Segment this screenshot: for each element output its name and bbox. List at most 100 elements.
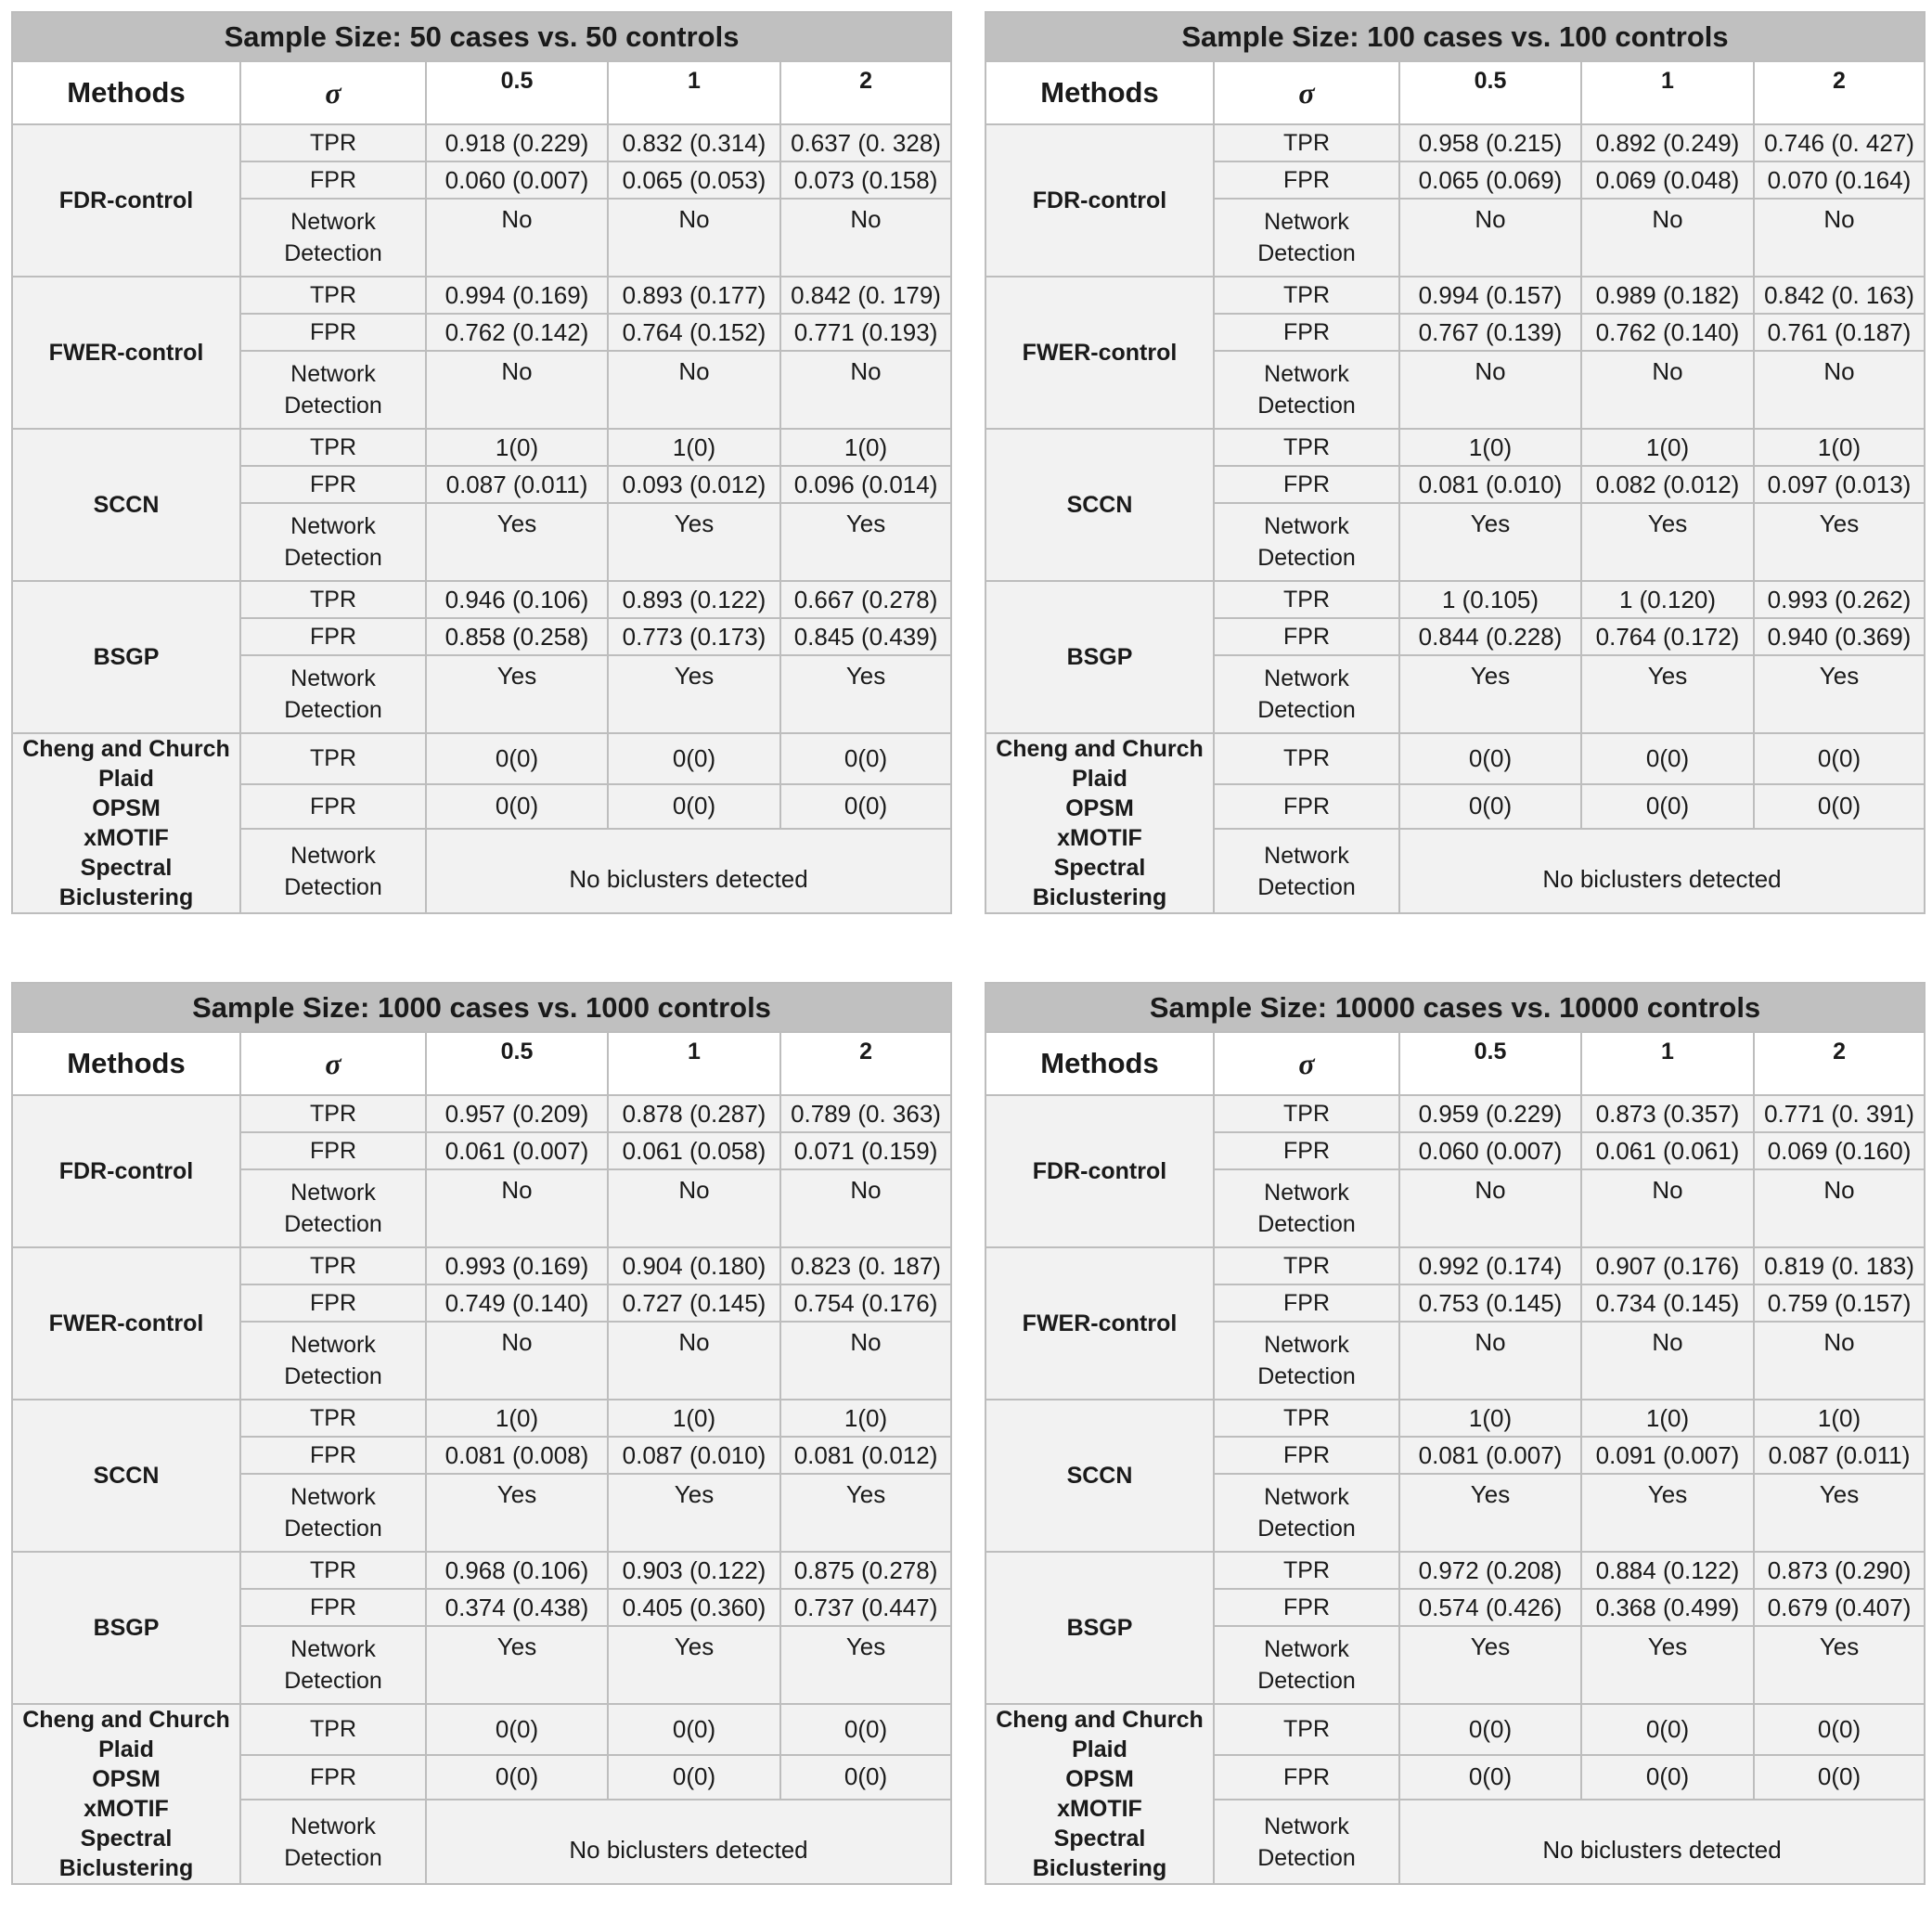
tpr-label: TPR <box>1213 732 1400 785</box>
tpr-value: 0(0) <box>779 732 953 785</box>
fpr-value: 0.082 (0.012) <box>1580 465 1755 504</box>
tpr-value: 0.746 (0. 427) <box>1752 123 1926 162</box>
method-name: SCCN <box>11 428 241 582</box>
tpr-value: 0(0) <box>1580 1703 1755 1756</box>
tpr-value: 1(0) <box>607 428 781 467</box>
sigma-value-header: 2 <box>1752 60 1926 125</box>
network-detection-label: Network Detection <box>1213 198 1400 277</box>
table-row: Network Detection Yes Yes Yes <box>12 1625 953 1705</box>
tpr-value: 1 (0.120) <box>1580 580 1755 619</box>
network-detection-value: No <box>779 198 953 277</box>
tpr-value: 0(0) <box>607 732 781 785</box>
tpr-value: 0.993 (0.262) <box>1752 580 1926 619</box>
table-row: FWER-control TPR 0.994 (0.169) 0.893 (0.177… <box>11 276 953 430</box>
tpr-value: 1(0) <box>1752 1399 1926 1438</box>
network-detection-label-line1: Network <box>290 1813 376 1839</box>
fpr-label: FPR <box>1213 1753 1400 1801</box>
results-table: Sample Size: 50 cases vs. 50 controls Met… <box>10 11 953 914</box>
tpr-label: TPR <box>1213 1399 1400 1438</box>
network-detection-value: No <box>1752 1321 1926 1400</box>
table-row: Cheng and Church Plaid OPSM xMOTIF Spectral … <box>985 732 1926 914</box>
table-title: Sample Size: 1000 cases vs. 1000 control… <box>10 982 953 1033</box>
other-method-name: xMOTIF <box>1057 1796 1142 1822</box>
other-method-name: Cheng and Church <box>996 736 1204 762</box>
network-detection-label-line1: Network <box>1264 1813 1349 1839</box>
network-detection-value: No <box>1752 198 1926 277</box>
table-row: Network Detection Yes Yes Yes <box>12 502 953 582</box>
fpr-value: 0.767 (0.139) <box>1398 313 1582 352</box>
other-method-name: xMOTIF <box>84 825 169 851</box>
tpr-label: TPR <box>1213 276 1400 315</box>
tpr-value: 0.957 (0.209) <box>425 1094 609 1133</box>
fpr-label: FPR <box>1213 1588 1400 1627</box>
table-row: FPR 0.087 (0.011) 0.093 (0.012) 0.096 (0.01… <box>12 465 953 504</box>
tpr-value: 1(0) <box>1580 1399 1755 1438</box>
network-detection-label-line1: Network <box>1264 665 1349 691</box>
tpr-value: 0.771 (0. 391) <box>1752 1094 1926 1133</box>
fpr-label: FPR <box>1213 1131 1400 1170</box>
method-name: BSGP <box>11 1551 241 1705</box>
method-name: FDR-control <box>985 123 1215 277</box>
other-method-name: Spectral Biclustering <box>1032 855 1167 910</box>
table-row: Network Detection No biclusters detected <box>12 1799 953 1885</box>
tpr-value: 0.993 (0.169) <box>425 1246 609 1285</box>
table-row: BSGP TPR 1 (0.105) 1 (0.120) 0.993 (0.262) <box>985 580 1926 734</box>
network-detection-value: Yes <box>1398 502 1582 582</box>
method-name: SCCN <box>985 1399 1215 1553</box>
table-row: FPR 0.753 (0.145) 0.734 (0.145) 0.759 (0.15… <box>985 1284 1926 1323</box>
fpr-value: 0.771 (0.193) <box>779 313 953 352</box>
network-detection-value: No <box>1398 1168 1582 1248</box>
table-row: FDR-control TPR 0.958 (0.215) 0.892 (0.249)… <box>985 123 1926 277</box>
network-detection-value: No <box>779 350 953 430</box>
fpr-value: 0.060 (0.007) <box>425 161 609 200</box>
network-detection-value: Yes <box>1398 654 1582 734</box>
fpr-label: FPR <box>239 161 427 200</box>
sigma-value-header: 1 <box>607 1031 781 1096</box>
fpr-value: 0.679 (0.407) <box>1752 1588 1926 1627</box>
network-detection-value: Yes <box>607 654 781 734</box>
network-detection-value: Yes <box>1752 654 1926 734</box>
fpr-value: 0(0) <box>1752 1753 1926 1801</box>
fpr-value: 0(0) <box>1580 1753 1755 1801</box>
fpr-value: 0(0) <box>607 1753 781 1801</box>
fpr-value: 0.065 (0.053) <box>607 161 781 200</box>
network-detection-label-line2: Detection <box>284 1844 382 1871</box>
table-row: FPR 0.762 (0.142) 0.764 (0.152) 0.771 (0.19… <box>12 313 953 352</box>
network-detection-value: Yes <box>425 1625 609 1705</box>
table-title: Sample Size: 50 cases vs. 50 controls <box>10 11 953 62</box>
tpr-value: 0.994 (0.169) <box>425 276 609 315</box>
title-row: Sample Size: 1000 cases vs. 1000 control… <box>10 982 953 1033</box>
title-row: Sample Size: 50 cases vs. 50 controls <box>10 11 953 62</box>
tpr-label: TPR <box>239 276 427 315</box>
fpr-label: FPR <box>1213 313 1400 352</box>
tpr-value: 0.892 (0.249) <box>1580 123 1755 162</box>
network-detection-label-line1: Network <box>290 842 376 869</box>
tpr-value: 1(0) <box>1580 428 1755 467</box>
fpr-value: 0.759 (0.157) <box>1752 1284 1926 1323</box>
sigma-value-header: 2 <box>779 60 953 125</box>
sigma-header: σ <box>239 60 427 125</box>
network-detection-label-line1: Network <box>290 1332 376 1358</box>
network-detection-value: No <box>1580 1168 1755 1248</box>
fpr-label: FPR <box>239 1131 427 1170</box>
table-title: Sample Size: 100 cases vs. 100 controls <box>984 11 1926 62</box>
network-detection-label-line2: Detection <box>284 1516 382 1542</box>
table-row: Network Detection Yes Yes Yes <box>12 654 953 734</box>
table-row: Network Detection No No No <box>985 198 1926 277</box>
network-detection-label: Network Detection <box>1213 1625 1400 1705</box>
network-detection-value: No <box>607 198 781 277</box>
network-detection-label-line1: Network <box>290 1180 376 1206</box>
table-row: FPR 0.081 (0.008) 0.087 (0.010) 0.081 (0.01… <box>12 1436 953 1475</box>
other-method-name: Spectral Biclustering <box>58 855 194 910</box>
network-detection-label-line2: Detection <box>1257 393 1356 419</box>
tpr-value: 0.667 (0.278) <box>779 580 953 619</box>
fpr-value: 0(0) <box>779 782 953 831</box>
tpr-value: 0.903 (0.122) <box>607 1551 781 1590</box>
method-name: FDR-control <box>985 1094 1215 1248</box>
table-row: Network Detection No No No <box>12 1321 953 1400</box>
network-detection-label: Network Detection <box>239 654 427 734</box>
table-row: Network Detection Yes Yes Yes <box>985 502 1926 582</box>
fpr-label: FPR <box>239 1284 427 1323</box>
fpr-value: 0.093 (0.012) <box>607 465 781 504</box>
fpr-value: 0.097 (0.013) <box>1752 465 1926 504</box>
